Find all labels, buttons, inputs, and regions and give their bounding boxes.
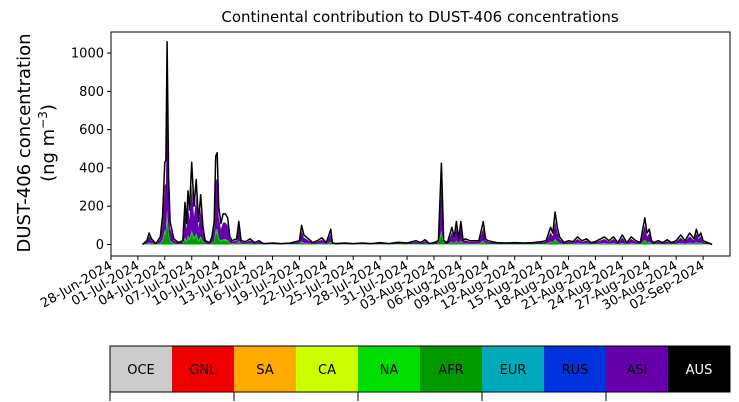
y-axis-label-line1: DUST-406 concentration: [14, 33, 35, 252]
plot-area: 0200400600800100028-Jun-202401-Jul-20240…: [38, 31, 731, 314]
legend-label-aus: AUS: [686, 363, 713, 378]
y-axis-label: DUST-406 concentration (ng m−3): [14, 33, 59, 252]
area-afr: [142, 220, 713, 245]
legend-swatch-gnl: [172, 346, 235, 392]
legend-label-na: NA: [380, 363, 399, 378]
y-axis-unit: (ng m: [38, 129, 59, 182]
legend-frame: [109, 345, 731, 393]
legend-swatch-asi: [606, 346, 669, 392]
y-tick-label: 0: [96, 238, 104, 253]
legend-label-sa: SA: [256, 363, 273, 378]
series-line-total: [141, 40, 713, 246]
y-tick-label: 200: [79, 200, 104, 215]
legend-label-gnl: GNL: [189, 363, 217, 378]
area-asi: [142, 98, 713, 245]
y-tick-label: 1000: [71, 47, 104, 62]
plot-background: [111, 32, 730, 256]
y-tick-label: 400: [79, 161, 104, 176]
y-axis-label-line2: (ng m−3): [36, 104, 59, 182]
legend-swatch-sa: [234, 346, 297, 392]
y-tick-label: 800: [79, 85, 104, 100]
plot-frame: [110, 31, 731, 257]
legend-swatch-oce: [110, 346, 173, 392]
legend-label-afr: AFR: [438, 363, 463, 378]
chart-title: Continental contribution to DUST-406 con…: [221, 8, 618, 26]
y-tick-label: 600: [79, 123, 104, 138]
legend-swatch-afr: [420, 346, 483, 392]
legend-swatch-na: [358, 346, 421, 392]
y-axis-unit-exponent: −3: [36, 111, 50, 129]
legend-swatch-ca: [296, 346, 359, 392]
legend-label-asi: ASI: [627, 363, 648, 378]
legend-swatch-eur: [482, 346, 545, 392]
legend-label-rus: RUS: [562, 363, 589, 378]
legend-label-oce: OCE: [127, 363, 155, 378]
legend-label-ca: CA: [318, 363, 336, 378]
legend-label-eur: EUR: [500, 363, 527, 378]
legend-swatch-aus: [668, 346, 731, 392]
y-axis-unit-close: ): [38, 104, 59, 111]
legend-swatch-rus: [544, 346, 607, 392]
continent-legend: OCE GNL SA CA NA AFR EUR RUS ASI AUS: [109, 345, 731, 401]
